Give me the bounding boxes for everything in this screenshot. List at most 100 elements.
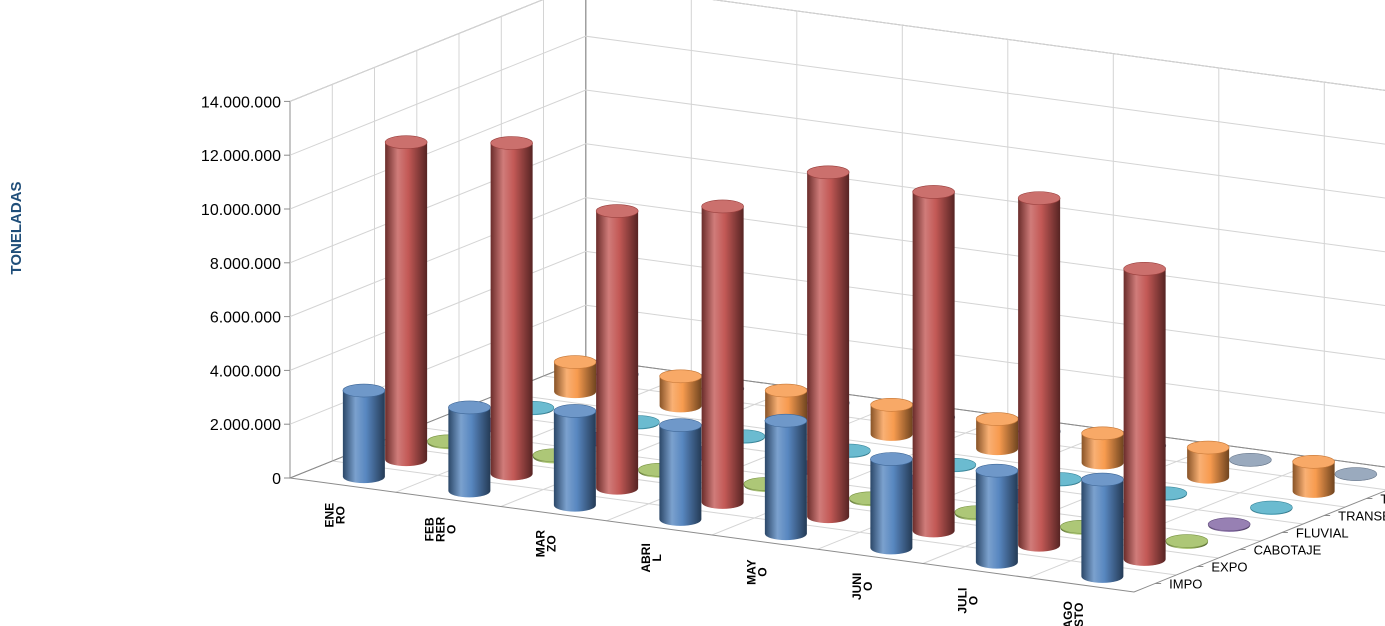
cylinder-impo-2 [553, 404, 597, 512]
cylinder-body [554, 362, 597, 399]
cylinder-body [975, 470, 1018, 569]
category-label-line: FEB [422, 517, 436, 541]
cylinder-transito-internal-7 [1292, 454, 1335, 498]
category-label-line: O [861, 582, 875, 591]
cylinder-expo-6 [1017, 191, 1061, 552]
cylinder-top [1081, 426, 1124, 441]
cylinder-body [448, 407, 491, 498]
series-label: EXPO [1211, 560, 1247, 575]
y-tick-label: 10.000.000 [201, 202, 281, 219]
category-label-line: L [650, 554, 664, 561]
cylinder-body [807, 172, 850, 524]
y-tick-label: 12.000.000 [201, 148, 281, 165]
y-tick-label: 2.000.000 [210, 417, 281, 434]
cylinder-top [912, 185, 955, 199]
cylinder-transito-internal-4 [975, 412, 1019, 456]
cylinder-transito-internal-6 [1186, 440, 1230, 484]
category-label-line: STO [1072, 603, 1086, 626]
cylinder-top [1334, 467, 1378, 481]
cylinder-impo-3 [659, 418, 702, 526]
category-label-line: MAY [744, 559, 758, 585]
series-label: TRANSB. [1338, 509, 1385, 524]
y-tick-label: 0 [272, 471, 281, 488]
cylinder-transito-internal-3 [870, 397, 913, 441]
y-tick-label: 8.000.000 [210, 256, 281, 273]
cylinder-top [595, 204, 639, 218]
cylinder-top [701, 199, 744, 214]
y-tick-label: 6.000.000 [210, 310, 281, 327]
cylinder-body [1187, 447, 1230, 484]
cylinder-expo-2 [595, 204, 639, 495]
y-axis-ticks: 0 2.000.000 4.000.000 6.000.000 8.000.000 10.… [201, 94, 290, 488]
y-tick-label: 14.000.000 [201, 94, 281, 111]
category-label-line: RER [433, 516, 447, 542]
category-label: MAYO [744, 559, 769, 585]
cylinder-expo-1 [490, 136, 533, 481]
category-label-line: ABRI [639, 543, 653, 572]
cylinder-top [490, 136, 533, 150]
category-label: MARZO [533, 530, 558, 558]
cylinder-top [1017, 191, 1061, 205]
cylinder-top [975, 412, 1019, 426]
category-label-line: RO [333, 506, 347, 524]
floor [288, 358, 1385, 593]
category-label-line: AGO [1061, 601, 1075, 626]
cylinder-top [342, 383, 386, 398]
cylinder-body [976, 419, 1019, 456]
category-label-line: O [444, 525, 458, 534]
cylinder-top [384, 135, 428, 150]
cylinder-transito-internal-1 [659, 369, 702, 413]
category-label-line: ZO [544, 535, 558, 552]
cylinder-cabotaje-7 [1165, 534, 1209, 549]
cylinder-top [553, 404, 597, 418]
cylinder-top [1292, 454, 1335, 469]
cylinder-body [764, 420, 807, 541]
cylinder-top [659, 418, 702, 433]
cylinder-expo-3 [701, 199, 744, 509]
cylinder-expo-4 [806, 165, 850, 524]
category-label-line: MAR [533, 530, 547, 558]
cylinder-top [659, 369, 702, 384]
cylinder-body [659, 425, 702, 526]
cylinder-transb--7 [1250, 500, 1293, 515]
cylinder-top [1250, 500, 1293, 515]
cylinder-top [1123, 262, 1166, 276]
cylinder-fluvial-7 [1207, 517, 1251, 532]
cylinder-impo-4 [764, 413, 808, 541]
cylinder-body [1018, 198, 1061, 552]
cylinder-top [553, 355, 597, 369]
cylinder-body [870, 404, 913, 441]
cylinder-top [806, 165, 850, 180]
category-label-line: JULI [955, 588, 969, 614]
cylinder-top [448, 400, 491, 415]
cylinder-impo-1 [448, 400, 491, 498]
category-label: ENERO [322, 503, 347, 528]
cylinder-transitoria-6 [1229, 453, 1272, 467]
category-label-line: ENE [322, 503, 336, 528]
cylinder-body [342, 390, 385, 484]
cylinder-impo-5 [870, 452, 913, 555]
cylinder-expo-5 [912, 185, 955, 538]
gridline-y [289, 35, 1385, 156]
cylinder-top [1207, 517, 1251, 532]
cylinder-body [385, 142, 428, 467]
cylinder-body [1081, 433, 1124, 470]
cylinder-impo-6 [975, 463, 1019, 569]
cylinder-transito-internal-5 [1081, 426, 1124, 470]
cylinder-top [764, 383, 808, 398]
cylinder-top [1165, 534, 1209, 548]
cylinder-body [659, 376, 702, 413]
gridline-y [289, 0, 1385, 102]
cylinder-top [870, 452, 913, 466]
y-tick-label: 4.000.000 [210, 363, 281, 380]
cylinder-expo-0 [384, 135, 428, 467]
cylinder-top [975, 463, 1019, 478]
cylinder-top [764, 413, 808, 428]
category-label: JUNIO [850, 573, 875, 600]
category-label: FEBRERO [422, 516, 458, 542]
cylinder-transito-internal-0 [553, 355, 597, 399]
cylinder-top [1229, 453, 1272, 467]
series-label: IMPO [1169, 577, 1202, 592]
